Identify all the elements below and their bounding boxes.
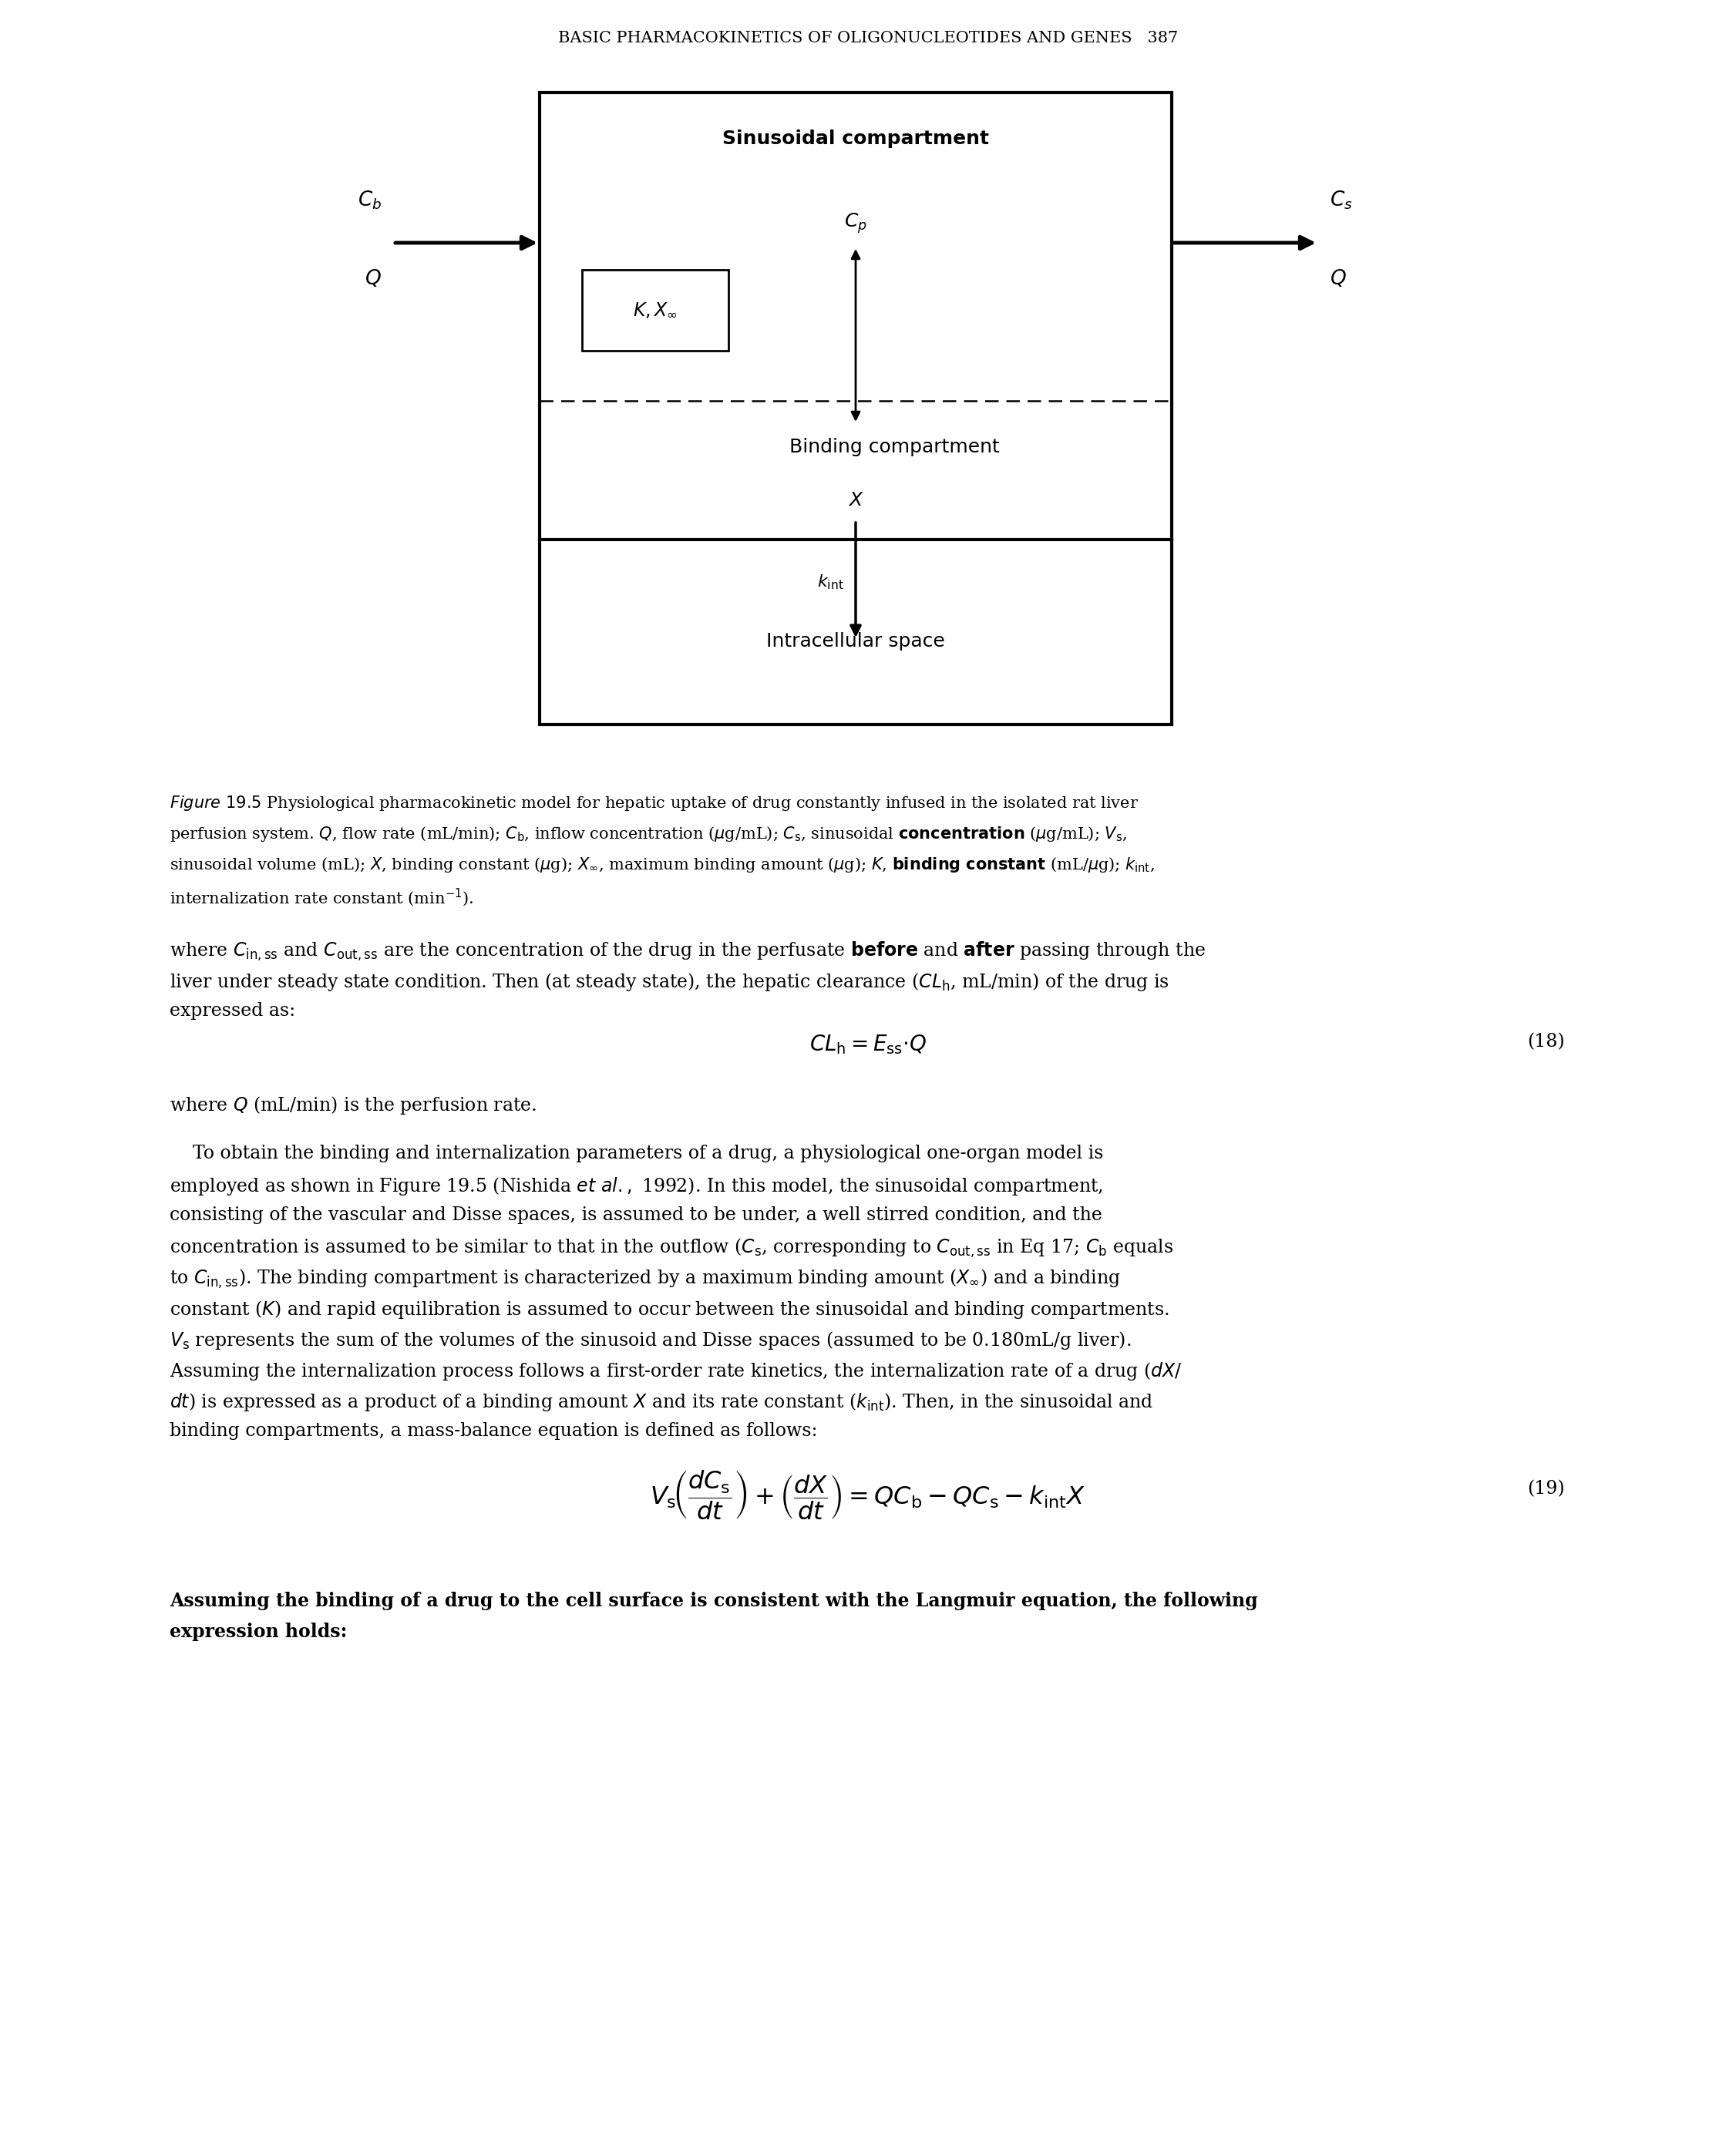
Text: $\it{V}_{\rm s}$ represents the sum of the volumes of the sinusoid and Disse spa: $\it{V}_{\rm s}$ represents the sum of t… <box>170 1330 1132 1352</box>
Text: $Q$: $Q$ <box>365 267 382 289</box>
Bar <box>540 92 1172 725</box>
Text: $Q$: $Q$ <box>1330 267 1347 289</box>
Text: where $\it{C}_{\rm in,ss}$ and $\it{C}_{\rm out,ss}$ are the concentration of th: where $\it{C}_{\rm in,ss}$ and $\it{C}_{… <box>170 941 1205 963</box>
Text: constant ($\it{K}$) and rapid equilibration is assumed to occur between the sinu: constant ($\it{K}$) and rapid equilibrat… <box>170 1298 1168 1320</box>
Text: expressed as:: expressed as: <box>170 1001 295 1020</box>
Text: $K, X_{\infty}$: $K, X_{\infty}$ <box>634 302 677 319</box>
Text: To obtain the binding and internalization parameters of a drug, a physiological : To obtain the binding and internalizatio… <box>170 1144 1104 1161</box>
Text: $V_{\rm s}\!\left(\dfrac{dC_{\rm s}}{dt}\right) + \left(\dfrac{dX}{dt}\right) = : $V_{\rm s}\!\left(\dfrac{dC_{\rm s}}{dt}… <box>651 1467 1085 1521</box>
Text: binding compartments, a mass-balance equation is defined as follows:: binding compartments, a mass-balance equ… <box>170 1422 818 1440</box>
Text: $\it{dt}$) is expressed as a product of a binding amount $\it{X}$ and its rate c: $\it{dt}$) is expressed as a product of … <box>170 1390 1153 1414</box>
Text: Binding compartment: Binding compartment <box>790 438 1000 456</box>
Text: Assuming the binding of a drug to the cell surface is consistent with the Langmu: Assuming the binding of a drug to the ce… <box>170 1591 1259 1611</box>
Text: consisting of the vascular and Disse spaces, is assumed to be under, a well stir: consisting of the vascular and Disse spa… <box>170 1206 1102 1224</box>
Text: Intracellular space: Intracellular space <box>766 631 944 650</box>
Text: Sinusoidal compartment: Sinusoidal compartment <box>722 130 990 148</box>
Bar <box>582 270 729 351</box>
Text: (19): (19) <box>1528 1480 1564 1497</box>
Text: liver under steady state condition. Then (at steady state), the hepatic clearanc: liver under steady state condition. Then… <box>170 971 1170 992</box>
Text: $C_b$: $C_b$ <box>358 190 382 212</box>
Text: expression holds:: expression holds: <box>170 1624 347 1641</box>
Text: $C_p$: $C_p$ <box>844 212 868 235</box>
Text: $C_s$: $C_s$ <box>1330 190 1352 212</box>
Text: (18): (18) <box>1528 1033 1564 1050</box>
Text: $\it{Figure\ 19.5}$ Physiological pharmacokinetic model for hepatic uptake of dr: $\it{Figure\ 19.5}$ Physiological pharma… <box>170 794 1139 813</box>
Text: concentration is assumed to be similar to that in the outflow ($\it{C}_{\rm s}$,: concentration is assumed to be similar t… <box>170 1236 1174 1260</box>
Text: $\it{CL}_{\rm h} = E_{\rm ss}{\cdot}Q$: $\it{CL}_{\rm h} = E_{\rm ss}{\cdot}Q$ <box>809 1033 927 1057</box>
Text: Assuming the internalization process follows a first-order rate kinetics, the in: Assuming the internalization process fol… <box>170 1360 1182 1382</box>
Text: $X$: $X$ <box>847 492 863 509</box>
Text: $k_{\mathrm{int}}$: $k_{\mathrm{int}}$ <box>818 573 844 590</box>
Text: BASIC PHARMACOKINETICS OF OLIGONUCLEOTIDES AND GENES   387: BASIC PHARMACOKINETICS OF OLIGONUCLEOTID… <box>557 30 1179 45</box>
Text: where $\it{Q}$ (mL/min) is the perfusion rate.: where $\it{Q}$ (mL/min) is the perfusion… <box>170 1095 536 1117</box>
Text: perfusion system. $\it{Q}$, flow rate (mL/min); $\it{C}_{\rm b}$, inflow concent: perfusion system. $\it{Q}$, flow rate (m… <box>170 826 1127 843</box>
Text: employed as shown in Figure 19.5 (Nishida $\it{et\ al.,}$ 1992). In this model, : employed as shown in Figure 19.5 (Nishid… <box>170 1176 1104 1198</box>
Text: sinusoidal volume (mL); $\it{X}$, binding constant ($\mu$g); $\it{X}_{\infty}$, : sinusoidal volume (mL); $\it{X}$, bindin… <box>170 856 1154 875</box>
Text: to $\it{C}_{\rm in,ss}$). The binding compartment is characterized by a maximum : to $\it{C}_{\rm in,ss}$). The binding co… <box>170 1268 1121 1290</box>
Text: internalization rate constant (min$^{-1}$).: internalization rate constant (min$^{-1}… <box>170 886 474 907</box>
